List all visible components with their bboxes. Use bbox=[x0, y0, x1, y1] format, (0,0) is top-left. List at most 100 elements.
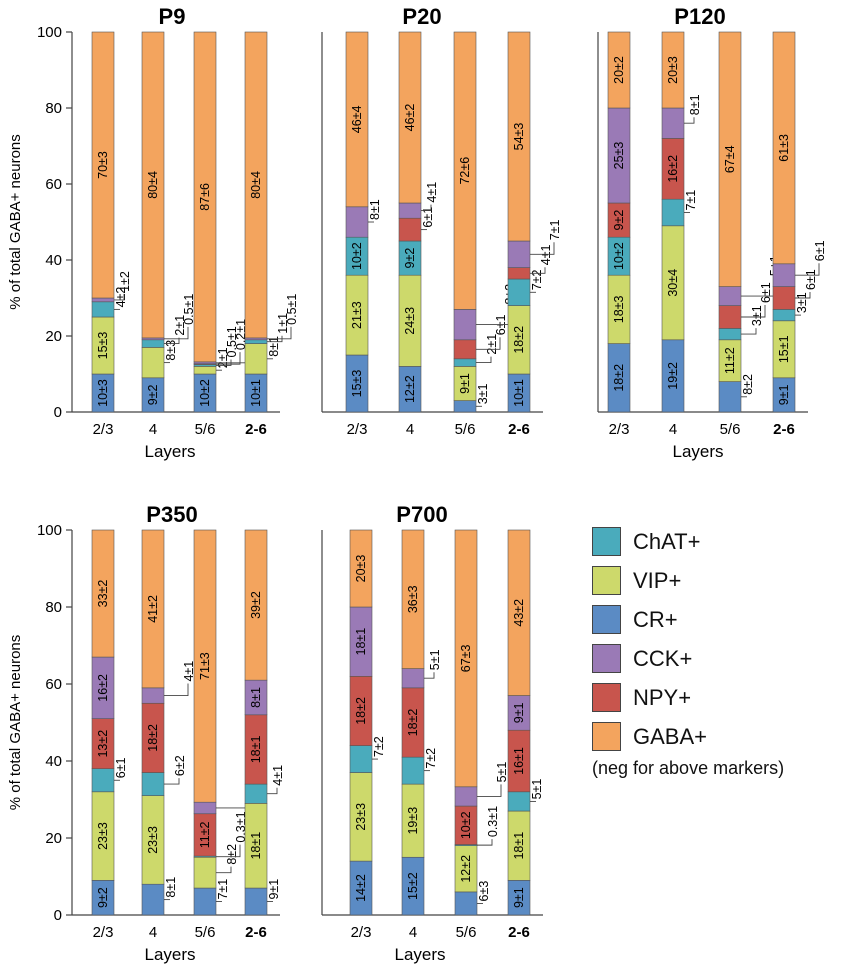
data-label: 16±2 bbox=[666, 155, 680, 183]
callout-line bbox=[267, 787, 278, 795]
data-label: 80±4 bbox=[146, 171, 160, 199]
data-label: 12±2 bbox=[459, 855, 473, 883]
callout-label: 0.2±1 bbox=[234, 319, 248, 350]
bar-gaba-5-6 bbox=[454, 529, 478, 788]
x-tick-label: 5/6 bbox=[456, 924, 477, 941]
callout-label: 4±1 bbox=[271, 765, 285, 786]
x-tick-label: 2-6 bbox=[245, 924, 267, 941]
callout-line bbox=[741, 305, 766, 318]
callout-line bbox=[741, 328, 757, 335]
legend-swatch-vip bbox=[592, 566, 621, 595]
callout-label: 2±1 bbox=[485, 334, 499, 355]
data-label: 12±2 bbox=[403, 375, 417, 403]
y-tick-label: 60 bbox=[45, 676, 62, 693]
callout-label: 5±1 bbox=[530, 779, 544, 800]
callout-label: 8±3 bbox=[164, 340, 178, 361]
callout-line bbox=[477, 784, 502, 797]
bar-cr-2-6 bbox=[244, 887, 268, 916]
callout-line bbox=[164, 326, 189, 340]
x-tick-label: 2-6 bbox=[508, 924, 530, 941]
data-label: 19±3 bbox=[406, 807, 420, 835]
x-axis-label: Layers bbox=[144, 945, 195, 964]
callout-label: 4±1 bbox=[182, 661, 196, 682]
bar-chat-2-6 bbox=[244, 339, 268, 344]
x-tick-label: 2/3 bbox=[93, 924, 114, 941]
data-label: 46±2 bbox=[403, 104, 417, 132]
bar-npy-4 bbox=[398, 217, 422, 242]
callout-label: 2±1 bbox=[173, 315, 187, 336]
bar-chat-4 bbox=[401, 756, 425, 785]
bar-gaba-2-3 bbox=[91, 529, 115, 658]
data-label: 39±2 bbox=[249, 591, 263, 619]
data-label: 16±1 bbox=[512, 747, 526, 775]
callout-label: 3±1 bbox=[795, 292, 809, 313]
callout-line bbox=[530, 267, 546, 274]
callout-label: 7±2 bbox=[530, 269, 544, 290]
data-label: 30±4 bbox=[666, 269, 680, 297]
legend-swatch-gaba bbox=[592, 722, 621, 751]
data-label: 25±3 bbox=[612, 142, 626, 170]
data-label: 15±3 bbox=[350, 370, 364, 398]
data-label: 9±2 bbox=[403, 248, 417, 269]
data-label: 16±2 bbox=[96, 674, 110, 702]
panel-title: P20 bbox=[402, 4, 441, 29]
x-tick-label: 5/6 bbox=[720, 421, 741, 438]
legend: ChAT+ VIP+ CR+ CCK+ NPY+ GABA+ (neg for … bbox=[592, 522, 851, 779]
bar-cr-5-6 bbox=[453, 400, 477, 413]
data-label: 18±2 bbox=[146, 724, 160, 752]
panel-title: P9 bbox=[159, 4, 186, 29]
callout-label: 7±1 bbox=[684, 190, 698, 211]
bar-vip-2-6 bbox=[244, 343, 268, 375]
callout-label: 1±1 bbox=[276, 313, 290, 334]
legend-label-cck: CCK+ bbox=[633, 645, 693, 671]
bar-vip-5-6 bbox=[193, 856, 217, 889]
callout-label: 0.3±1 bbox=[486, 806, 500, 837]
bar-cck-5-6 bbox=[453, 309, 477, 341]
callout-label: 8±2 bbox=[225, 844, 239, 865]
data-label: 9±1 bbox=[458, 373, 472, 394]
callout-label: 6±1 bbox=[813, 240, 827, 261]
bar-chat-4 bbox=[141, 339, 165, 348]
y-tick-label: 20 bbox=[45, 328, 62, 345]
callout-line bbox=[476, 356, 492, 364]
data-label: 11±2 bbox=[723, 347, 737, 374]
callout-line bbox=[795, 292, 811, 299]
data-label: 43±2 bbox=[512, 599, 526, 627]
callout-label: 3±1 bbox=[750, 305, 764, 326]
bar-cck-4 bbox=[401, 668, 425, 689]
bar-cck-4 bbox=[661, 107, 685, 139]
callout-label: 4±1 bbox=[539, 244, 553, 265]
data-label: 11±2 bbox=[198, 821, 212, 848]
panel-title: P700 bbox=[396, 502, 447, 527]
bar-cck-2-3 bbox=[91, 297, 115, 303]
bar-chat-2-3 bbox=[91, 768, 115, 793]
bar-gaba-2-6 bbox=[772, 31, 796, 265]
data-label: 10±1 bbox=[249, 379, 263, 407]
bar-gaba-4 bbox=[661, 31, 685, 109]
bar-cck-2-6 bbox=[507, 240, 531, 268]
callout-line bbox=[267, 326, 292, 340]
data-label: 18±2 bbox=[354, 697, 368, 725]
bar-vip-4 bbox=[141, 347, 165, 379]
data-label: 9±1 bbox=[777, 384, 791, 405]
x-tick-label: 4 bbox=[409, 924, 417, 941]
bar-gaba-2-6 bbox=[244, 529, 268, 681]
legend-item-cr: CR+ bbox=[592, 600, 851, 639]
data-label: 19±2 bbox=[666, 362, 680, 390]
bar-chat-2-6 bbox=[772, 309, 796, 322]
x-tick-label: 2-6 bbox=[508, 421, 530, 438]
data-label: 10±2 bbox=[459, 811, 473, 839]
callout-label: 3±1 bbox=[476, 383, 490, 404]
y-axis-label: % of total GABA+ neurons bbox=[7, 635, 24, 811]
x-tick-label: 2-6 bbox=[245, 421, 267, 438]
callout-label: 4±2 bbox=[114, 287, 128, 308]
callout-line bbox=[267, 335, 283, 343]
data-label: 23±3 bbox=[354, 803, 368, 831]
x-tick-label: 2/3 bbox=[347, 421, 368, 438]
data-label: 10±1 bbox=[512, 379, 526, 407]
data-label: 18±2 bbox=[612, 364, 626, 392]
data-label: 87±6 bbox=[198, 183, 212, 211]
legend-item-chat: ChAT+ bbox=[592, 522, 851, 561]
callout-label: 6±3 bbox=[477, 881, 491, 902]
